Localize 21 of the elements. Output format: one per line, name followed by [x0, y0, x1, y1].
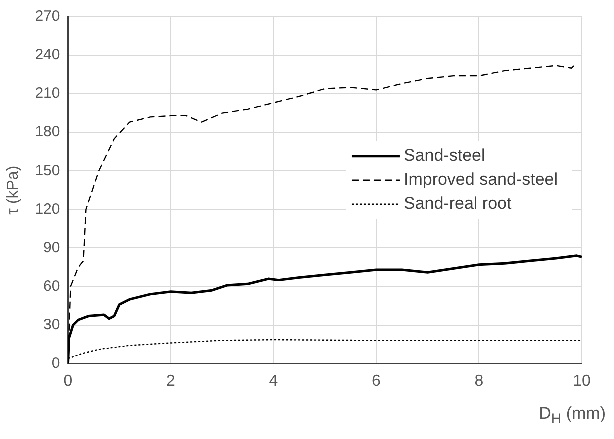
- x-tick-label: 0: [64, 372, 73, 390]
- x-tick-label: 8: [474, 372, 484, 390]
- x-tick-label: 2: [166, 372, 176, 390]
- x-axis-title: D$_{H}$ (mm): [539, 404, 606, 428]
- x-tick-label: 4: [269, 372, 278, 390]
- y-tick-label: 120: [35, 200, 60, 218]
- y-tick-label: 210: [35, 85, 60, 102]
- legend-label: Sand-real root: [404, 194, 512, 214]
- y-tick-label: 90: [44, 239, 60, 256]
- legend-label: Improved sand-steel: [404, 170, 558, 190]
- x-tick-label: 10: [573, 372, 591, 390]
- y-tick-label: 270: [35, 8, 60, 26]
- legend-label: Sand-steel: [404, 146, 486, 166]
- x-tick-label: 6: [372, 372, 382, 390]
- y-tick-label: 240: [35, 46, 60, 64]
- y-tick-label: 180: [35, 124, 60, 141]
- y-tick-label: 60: [44, 278, 60, 295]
- y-tick-label: 30: [44, 316, 60, 334]
- y-tick-label: 0: [52, 354, 60, 372]
- y-tick-label: 150: [35, 162, 60, 180]
- y-axis-title: τ (kPa): [5, 166, 22, 215]
